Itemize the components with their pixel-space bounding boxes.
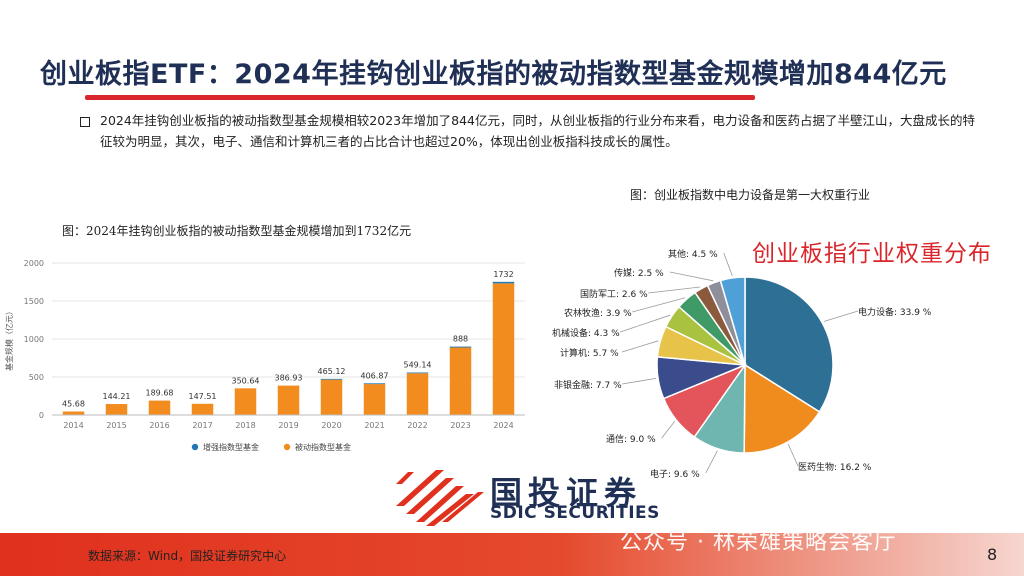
watermark: 公众号 · 林荣雄策略会客厅 [620, 530, 897, 555]
bar-enhanced [492, 281, 515, 284]
pie-slice-label: 电力设备: 33.9 % [858, 306, 932, 318]
pie-slice-label: 国防军工: 2.6 % [580, 288, 648, 300]
pie-leader-line [632, 297, 686, 313]
bar-ytick-label: 1000 [24, 335, 44, 344]
bar-passive [363, 384, 386, 415]
bar-xtick-label: 2017 [192, 421, 212, 430]
legend-label: 被动指数型基金 [295, 442, 351, 452]
pie-slice-label: 医药生物: 16.2 % [798, 461, 872, 473]
bar-data-label: 45.68 [62, 400, 85, 409]
bar-passive [406, 373, 429, 415]
pie-chart-caption: 图：创业板指数中电力设备是第一大权重行业 [630, 188, 871, 202]
pie-slice-label: 其他: 4.5 % [668, 248, 718, 260]
bar-xtick-label: 2019 [278, 421, 298, 430]
bar-data-label: 147.51 [189, 392, 217, 401]
pie-slice-label: 非银金融: 7.7 % [554, 379, 622, 391]
pie-slice-label: 传媒: 2.5 % [614, 267, 664, 279]
data-source: 数据来源：Wind，国投证券研究中心 [88, 549, 287, 563]
legend-marker [283, 443, 291, 451]
bar-enhanced [406, 372, 429, 374]
bar-data-label: 189.68 [146, 389, 174, 398]
pie-leader-line [648, 286, 701, 294]
summary-text: 2024年挂钩创业板指的被动指数型基金规模相较2023年增加了844亿元，同时，… [100, 113, 975, 149]
bullet-square-icon [80, 117, 90, 127]
pie-leader-line [705, 450, 718, 474]
pie-chart: 电力设备: 33.9 % 医药生物: 16.2 % 电子: 9.6 % 通信: 9.0… [552, 248, 932, 480]
bar-xtick-label: 2023 [450, 421, 470, 430]
pie-slice [743, 363, 821, 454]
bar-ytick-label: 2000 [24, 259, 44, 268]
bar-ytick-label: 1500 [24, 297, 44, 306]
bar-data-label: 888 [453, 335, 468, 344]
pie-leader-line [621, 340, 659, 353]
pie-slice-label: 农林牧渔: 3.9 % [564, 307, 632, 319]
legend-marker [191, 443, 199, 451]
bar-passive [492, 283, 515, 415]
pie-leader-line [661, 420, 676, 439]
pie-slice-label: 电子: 9.6 % [650, 468, 700, 480]
bar-chart: 0 500 1000 1500 2000 基金规模（亿元） 45.68 2014 144.21 2… [4, 259, 525, 452]
bar-xtick-label: 2018 [235, 421, 255, 430]
logo-chinese-text: 国投证券 [490, 474, 643, 512]
pie-slice-label: 通信: 9.0 % [606, 433, 656, 445]
footer-band [0, 533, 1024, 576]
bar-data-label: 406.87 [361, 371, 389, 380]
pie-leader-line [622, 377, 657, 385]
pie-leader-line [787, 443, 799, 467]
bar-data-label: 1732 [493, 270, 513, 279]
pie-leader-line [823, 310, 859, 322]
bar-data-label: 144.21 [103, 392, 131, 401]
bar-ytick-label: 0 [39, 411, 44, 420]
bar-passive [320, 379, 343, 415]
logo-english-text: SDIC SECURITIES [490, 503, 660, 523]
pie-slice-label: 计算机: 5.7 % [560, 347, 619, 359]
bar-enhanced [449, 346, 472, 348]
title-underline [85, 95, 755, 100]
bar-xtick-label: 2020 [321, 421, 341, 430]
pie-slice [719, 276, 746, 366]
bar-data-label: 350.64 [232, 376, 260, 385]
pie-overlay-title: 创业板指行业权重分布 [752, 241, 992, 267]
bar-enhanced [363, 383, 386, 385]
bar-passive [148, 400, 171, 415]
bar-enhanced [320, 378, 343, 380]
pie-leader-line [620, 314, 671, 333]
legend-label: 增强指数型基金 [203, 442, 259, 452]
pie-slice-label: 机械设备: 4.3 % [552, 327, 620, 339]
bar-passive [191, 403, 214, 415]
bar-ytick-label: 500 [29, 373, 44, 382]
page-number: 8 [987, 545, 998, 564]
pie-leader-line [669, 271, 714, 282]
bar-xtick-label: 2022 [407, 421, 427, 430]
bar-data-label: 386.93 [275, 374, 303, 383]
bar-xtick-label: 2014 [63, 421, 83, 430]
bar-chart-caption: 图：2024年挂钩创业板指的被动指数型基金规模增加到1732亿元 [62, 224, 412, 238]
bar-passive [62, 411, 85, 415]
bar-xtick-label: 2021 [364, 421, 384, 430]
sdic-logo-icon [396, 470, 484, 526]
wechat-icon [614, 526, 615, 527]
bar-data-label: 549.14 [404, 361, 432, 370]
bar-passive [105, 404, 128, 415]
bar-passive [234, 388, 257, 415]
bar-xtick-label: 2016 [149, 421, 169, 430]
bar-data-label: 465.12 [318, 367, 346, 376]
pie-leader-line [723, 252, 733, 277]
bar-passive [277, 385, 300, 415]
bar-xtick-label: 2015 [106, 421, 126, 430]
bar-passive [449, 347, 472, 415]
bar-ylabel: 基金规模（亿元） [4, 307, 14, 371]
page-title: 创业板指ETF：2024年挂钩创业板指的被动指数型基金规模增加844亿元 [40, 59, 947, 90]
bar-xtick-label: 2024 [493, 421, 513, 430]
